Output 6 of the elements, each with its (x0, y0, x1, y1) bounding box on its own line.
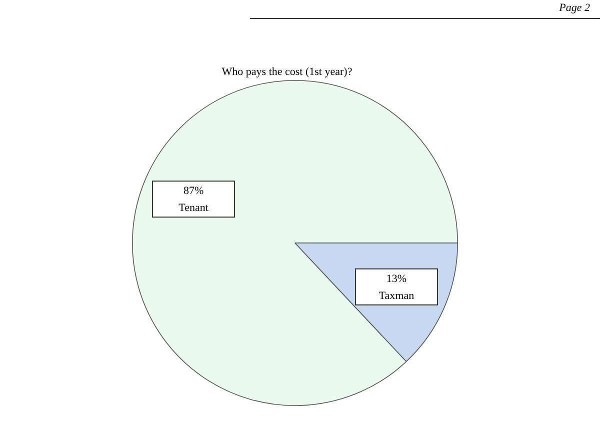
data-label: 13% (386, 272, 407, 285)
slice-label: Taxman (378, 290, 415, 302)
slice-label: Tenant (178, 202, 208, 214)
chart-title: Who pays the cost (1st year)? (222, 66, 352, 78)
data-label: 87% (183, 184, 204, 197)
text: Page 2 (559, 2, 590, 14)
